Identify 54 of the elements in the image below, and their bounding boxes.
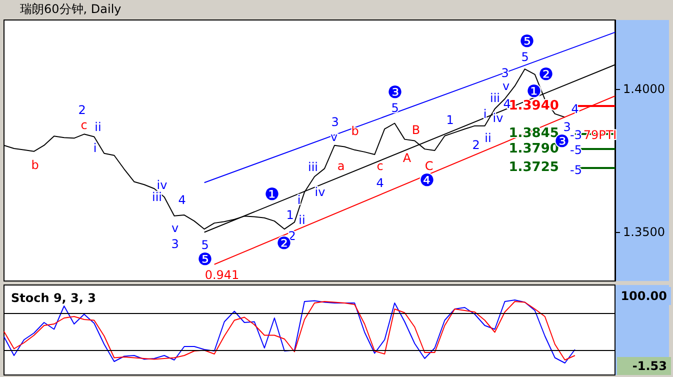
annotation: ❷: [538, 65, 554, 85]
chart-title: 瑞朗60分钟, Daily: [0, 0, 673, 18]
annotation: c: [80, 118, 88, 132]
text: 100.00: [620, 289, 667, 303]
annotation: -5: [570, 143, 582, 157]
annotation: b: [351, 124, 359, 138]
annotation: 4: [178, 193, 186, 207]
annotation: iii: [152, 190, 162, 204]
annotation: ❶: [264, 185, 280, 205]
annotation: 3: [171, 237, 179, 251]
annotation: c: [376, 159, 384, 173]
annotation: 5: [201, 238, 209, 252]
annotation: 5: [391, 101, 399, 115]
y-tick-label: 1.4000: [623, 82, 665, 96]
annotation: B: [412, 123, 420, 137]
annotation: ❸: [387, 83, 403, 103]
text: -1.53: [632, 359, 667, 373]
annotation: iii: [308, 160, 318, 174]
annotation: ❺: [197, 250, 213, 270]
annotation: a: [337, 159, 345, 173]
annotation: 4: [376, 176, 384, 190]
annotation: b: [31, 158, 39, 172]
annotation: i: [93, 141, 97, 155]
annotation: ii: [94, 120, 102, 134]
annotation: A: [402, 151, 412, 165]
annotation: 5: [521, 50, 529, 64]
annotation: -5: [570, 163, 582, 177]
annotation: i: [483, 107, 487, 121]
annotation: -3: [570, 128, 582, 142]
ref-line-label: 1.3725: [508, 160, 559, 176]
y-tick-label: 1.3500: [623, 225, 665, 240]
annotation: 0.941: [204, 268, 240, 282]
annotation: 1: [286, 208, 294, 222]
annotation: iv: [314, 185, 326, 199]
annotation: 1: [446, 113, 454, 127]
annotation: 3: [563, 120, 571, 134]
annotation: 2: [472, 138, 480, 152]
annotation: v: [502, 79, 510, 93]
annotation: ❹: [419, 171, 435, 191]
annotation: ii: [298, 213, 306, 227]
annotation: 4: [503, 97, 511, 111]
annotation: ❺: [519, 32, 535, 52]
annotation: v: [171, 221, 179, 235]
annotation: 4: [571, 102, 579, 116]
annotation: C: [424, 159, 434, 173]
annotation: 3: [331, 115, 339, 129]
annotation: 2: [78, 103, 86, 117]
annotation: iii: [490, 91, 500, 105]
chart-title: Stoch 9, 3, 3: [11, 291, 96, 305]
annotation: ii: [484, 131, 492, 145]
annotation: iv: [156, 178, 168, 192]
annotation: i: [297, 193, 301, 207]
annotation: ❷: [276, 234, 292, 254]
annotation: iv: [492, 111, 504, 125]
